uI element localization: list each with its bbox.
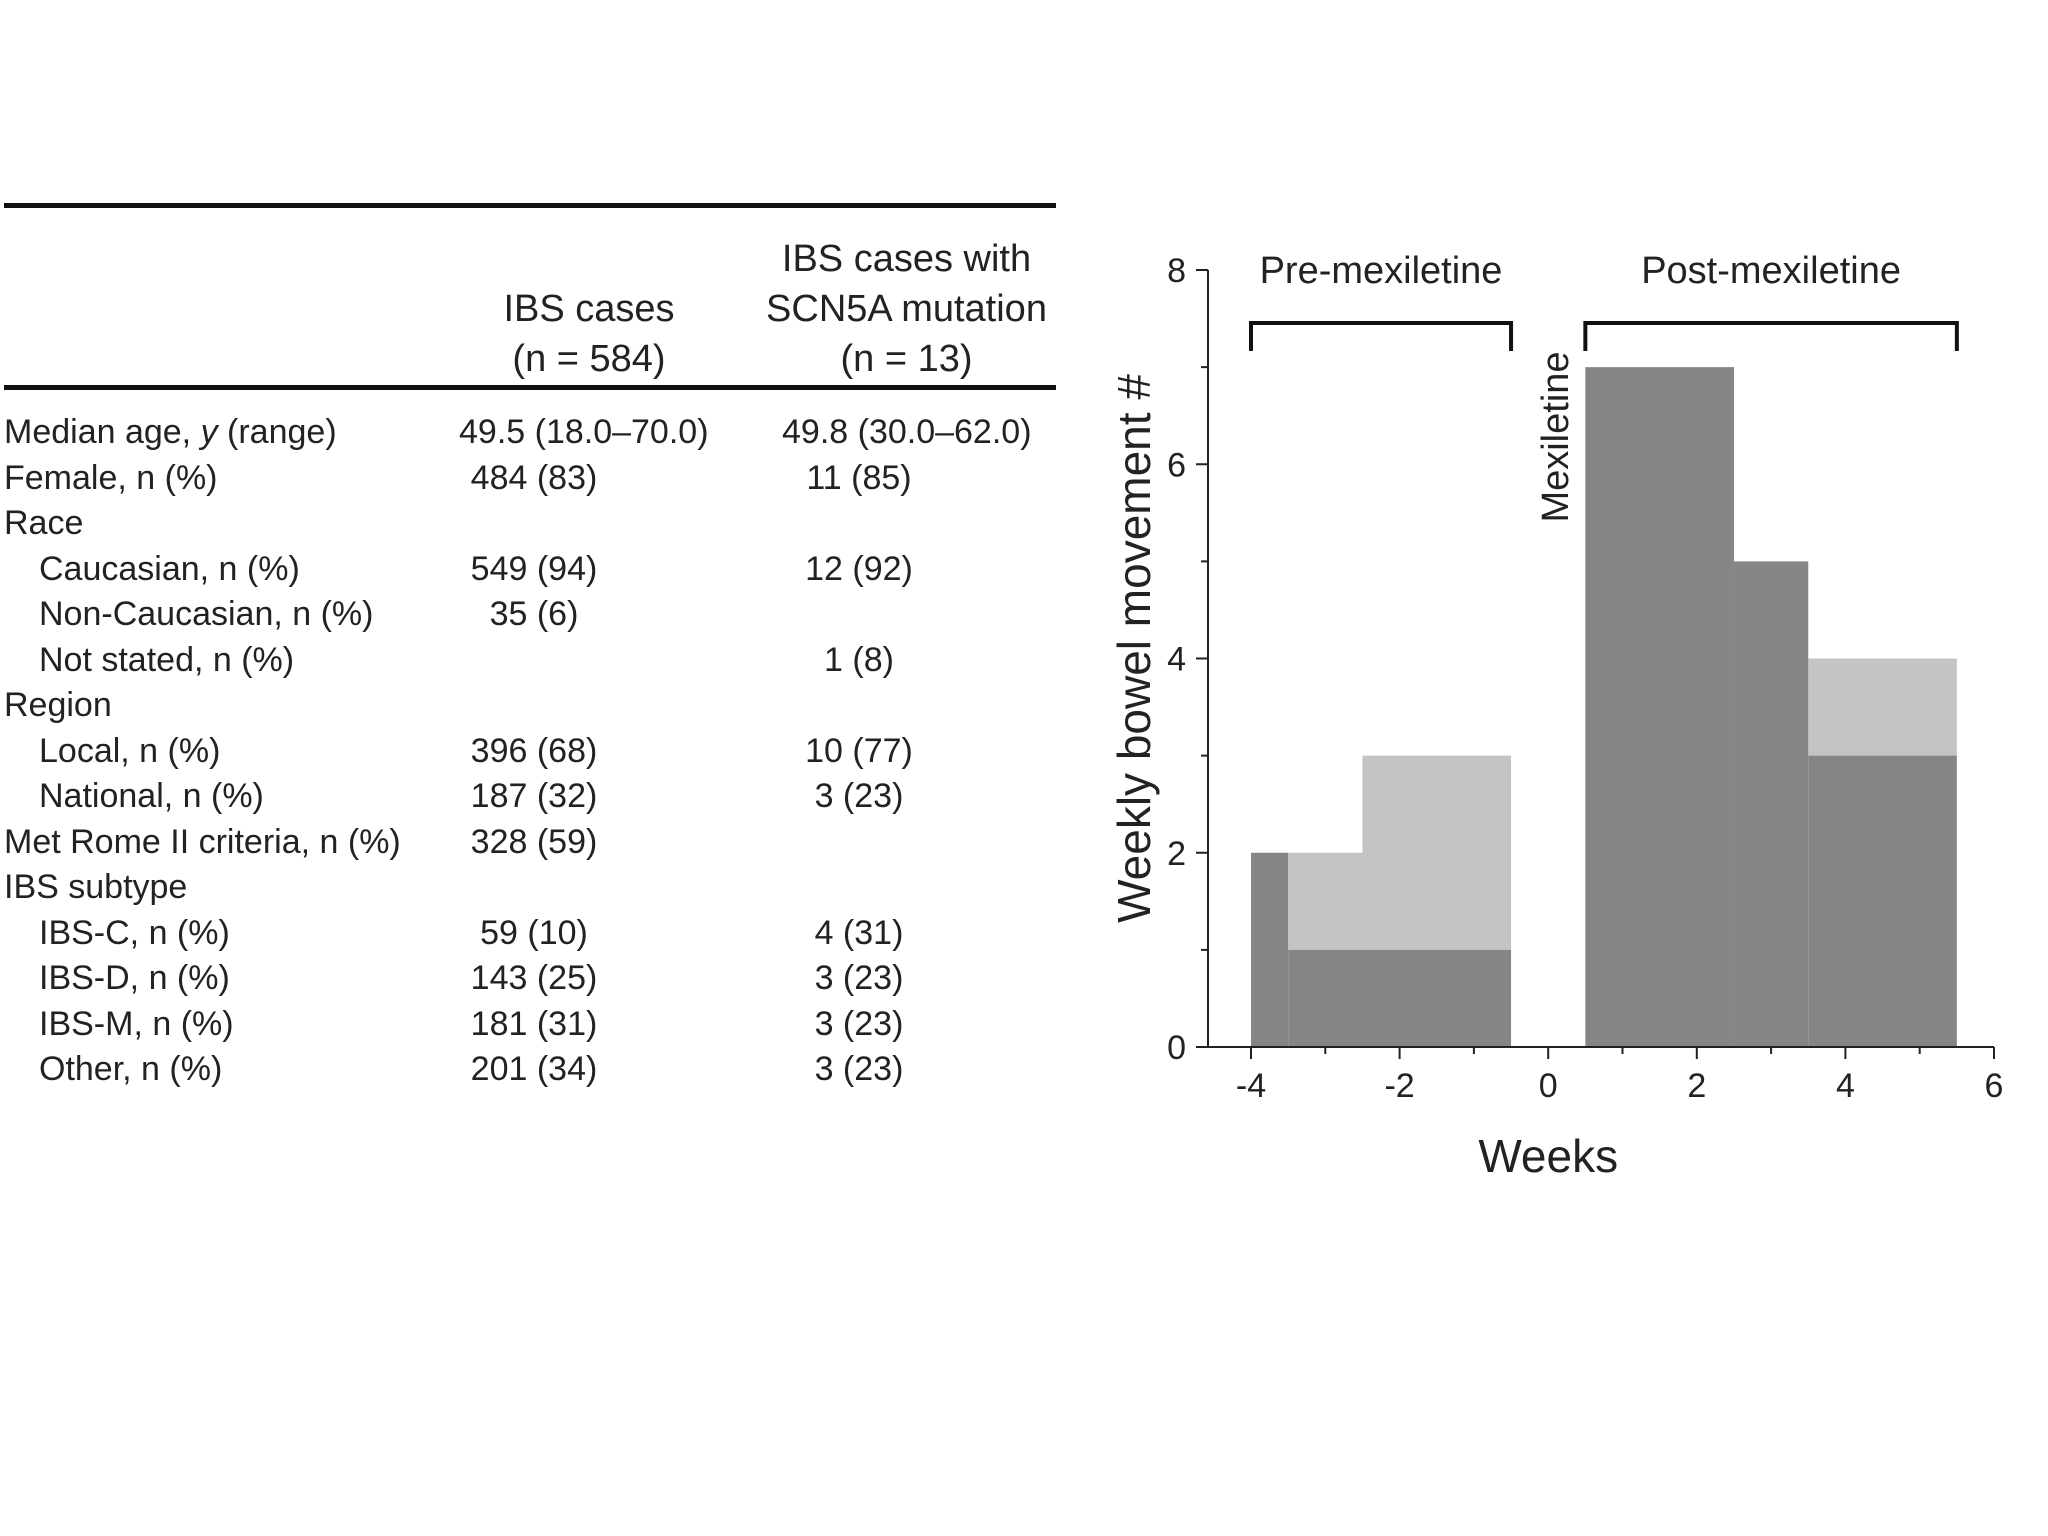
post-mexiletine-label: Post-mexiletine — [1641, 250, 1901, 292]
row-value-scn5a-cases: 3 (23) — [814, 1050, 904, 1088]
table-row: Local, n (%) 396 (68) 10 (77) — [4, 729, 1056, 775]
row-value-scn5a-cases: 49.8 (30.0–62.0) — [782, 413, 1032, 451]
row-label: Caucasian, n (%) — [39, 549, 300, 588]
row-label: IBS-D, n (%) — [39, 959, 230, 997]
row-label: IBS-C, n (%) — [39, 913, 230, 952]
row-value-scn5a-cases: 3 (23) — [814, 959, 904, 997]
bar-upper-range-2 — [1808, 658, 1957, 756]
row-value-ibs-cases: 143 (25) — [470, 959, 598, 997]
pre-mexiletine-label: Pre-mexiletine — [1260, 250, 1503, 292]
row-value-scn5a-cases: 12 (92) — [805, 549, 913, 588]
row-value-scn5a-cases: 3 (23) — [814, 777, 904, 815]
table-row: IBS-C, n (%) 59 (10) 4 (31) — [4, 911, 1056, 957]
row-value-scn5a-cases: 3 (23) — [814, 1004, 904, 1043]
table-row: Race — [4, 501, 1056, 547]
header-ibs-cases-line: IBS cases — [503, 288, 675, 330]
table-row: National, n (%) 187 (32) 3 (23) — [4, 774, 1056, 820]
row-label: Local, n (%) — [39, 731, 221, 770]
header-ibs-cases-line: (n = 584) — [512, 338, 666, 380]
bar-lower-range-2 — [1585, 367, 1734, 1047]
table-row: Not stated, n (%) 1 (8) — [4, 638, 1056, 684]
bar-lower-range-4 — [1808, 755, 1957, 1047]
table-row: Female, n (%) 484 (83) 11 (85) — [4, 456, 1056, 502]
y-tick-label: 8 — [1167, 252, 1186, 290]
row-label: Median age, y (range) — [4, 413, 337, 451]
row-value-scn5a-cases: 4 (31) — [814, 913, 904, 952]
table-header-rule — [4, 385, 1056, 390]
row-value-ibs-cases: 201 (34) — [470, 1050, 598, 1088]
row-value-ibs-cases: 181 (31) — [470, 1004, 598, 1043]
y-tick-label: 0 — [1167, 1029, 1186, 1067]
row-value-scn5a-cases: 1 (8) — [824, 640, 894, 679]
y-axis-label: Weekly bowel movement # — [1108, 374, 1160, 923]
bracket-post — [1583, 321, 1959, 351]
table-row: IBS-M, n (%) 181 (31) 3 (23) — [4, 1002, 1056, 1048]
table-row: Met Rome II criteria, n (%) 328 (59) — [4, 820, 1056, 866]
table-row: Non-Caucasian, n (%) 35 (6) — [4, 592, 1056, 638]
bar-lower-range-0 — [1251, 852, 1289, 1047]
row-value-ibs-cases: 484 (83) — [470, 458, 598, 497]
table-row: Median age, y (range) 49.5 (18.0–70.0) 49.… — [4, 410, 1056, 456]
row-label: IBS-M, n (%) — [39, 1004, 234, 1043]
x-tick-label: 4 — [1836, 1067, 1855, 1105]
bracket-pre — [1249, 321, 1514, 351]
row-value-ibs-cases: 187 (32) — [470, 777, 598, 815]
row-value-ibs-cases: 49.5 (18.0–70.0) — [459, 413, 709, 451]
table-row: IBS subtype — [4, 865, 1056, 911]
bar-upper-range-1 — [1362, 755, 1512, 950]
row-label: Met Rome II criteria, n (%) — [4, 822, 401, 861]
patient-characteristics-table: IBS cases (n = 584) IBS cases with SCN5A… — [4, 203, 1056, 1093]
x-tick-label: -4 — [1236, 1067, 1266, 1105]
bar-upper-range-0 — [1288, 852, 1363, 950]
table-row: Other, n (%) 201 (34) 3 (23) — [4, 1047, 1056, 1093]
table-row: Region — [4, 683, 1056, 729]
row-label: Not stated, n (%) — [39, 640, 295, 679]
header-scn5a-cases-line: SCN5A mutation — [766, 288, 1047, 330]
row-value-ibs-cases: 59 (10) — [480, 913, 588, 952]
row-label: Region — [4, 686, 112, 724]
y-tick-label: 4 — [1167, 641, 1186, 679]
x-tick-label: -2 — [1384, 1067, 1414, 1105]
x-tick-label: 0 — [1539, 1067, 1558, 1105]
row-label: Race — [4, 504, 84, 542]
x-tick-label: 2 — [1687, 1067, 1706, 1105]
row-value-scn5a-cases: 10 (77) — [805, 731, 913, 770]
table-top-rule — [4, 203, 1056, 208]
row-value-ibs-cases: 328 (59) — [470, 822, 598, 861]
table-row: IBS-D, n (%) 143 (25) 3 (23) — [4, 956, 1056, 1002]
row-value-scn5a-cases: 11 (85) — [806, 458, 912, 497]
table-row: Caucasian, n (%) 549 (94) 12 (92) — [4, 547, 1056, 593]
row-label: Non-Caucasian, n (%) — [39, 595, 374, 633]
x-axis-label: Weeks — [1478, 1130, 1618, 1182]
row-label: IBS subtype — [4, 868, 188, 906]
row-value-ibs-cases: 549 (94) — [470, 549, 598, 588]
y-tick-label: 2 — [1167, 835, 1186, 873]
row-value-ibs-cases: 396 (68) — [470, 731, 598, 770]
row-label: National, n (%) — [39, 777, 264, 815]
bar-lower-range-3 — [1733, 561, 1809, 1047]
header-scn5a-cases-line: IBS cases with — [781, 238, 1032, 280]
y-tick-label: 6 — [1167, 446, 1186, 484]
header-ibs-cases: IBS cases (n = 584) — [444, 284, 734, 384]
mexiletine-label: Mexiletine — [1535, 351, 1577, 522]
x-tick-label: 6 — [1985, 1067, 2004, 1105]
table-header-row: IBS cases (n = 584) IBS cases with SCN5A… — [4, 208, 1056, 385]
bar-lower-range-1 — [1288, 949, 1512, 1047]
row-label: Female, n (%) — [4, 458, 218, 497]
header-scn5a-cases: IBS cases with SCN5A mutation (n = 13) — [749, 234, 1064, 384]
row-value-ibs-cases: 35 (6) — [489, 595, 579, 633]
row-label: Other, n (%) — [39, 1050, 223, 1088]
header-scn5a-cases-line: (n = 13) — [840, 338, 973, 380]
table-body: Median age, y (range) 49.5 (18.0–70.0) 49.… — [4, 410, 1056, 1093]
